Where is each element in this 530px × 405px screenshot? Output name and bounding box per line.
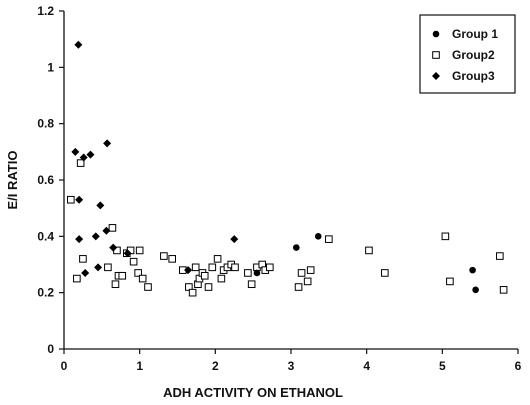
data-point — [75, 235, 84, 244]
series-group2 — [67, 159, 508, 297]
data-point — [103, 139, 112, 148]
legend-label: Group2 — [452, 48, 495, 62]
data-point — [472, 286, 479, 294]
data-point — [160, 252, 168, 260]
data-point — [129, 257, 138, 266]
data-point — [292, 244, 300, 251]
x-tick-label: 1 — [136, 359, 143, 373]
x-tick-label: 5 — [439, 359, 446, 373]
legend-marker — [432, 72, 440, 80]
data-point — [79, 153, 88, 162]
y-tick-label: 0 — [47, 342, 54, 356]
legend-marker — [432, 51, 440, 59]
data-point — [118, 271, 127, 280]
data-point — [496, 252, 504, 260]
data-point — [266, 263, 274, 272]
data-point — [213, 255, 222, 263]
data-point — [74, 40, 83, 49]
data-point — [81, 268, 90, 277]
data-point — [75, 195, 84, 204]
data-point — [325, 235, 333, 243]
data-point — [208, 263, 217, 272]
data-point — [469, 266, 476, 274]
data-point — [94, 263, 103, 272]
data-point — [297, 269, 306, 277]
data-point — [134, 269, 142, 277]
data-point — [135, 246, 144, 255]
x-ticks: 0 1 2 3 4 5 6 — [61, 349, 522, 373]
data-point — [230, 235, 239, 244]
data-point — [253, 269, 261, 277]
data-point — [446, 277, 454, 286]
data-point — [67, 195, 75, 204]
data-point — [111, 280, 120, 289]
data-point — [109, 243, 118, 252]
legend: Group 1 Group2 Group3 — [419, 14, 516, 94]
x-tick-label: 2 — [212, 359, 219, 373]
x-tick-label: 0 — [61, 359, 68, 373]
data-point — [499, 286, 508, 294]
data-point — [204, 283, 213, 291]
data-point — [191, 263, 200, 272]
data-point — [104, 263, 112, 272]
y-tick-label: 1 — [47, 60, 54, 74]
data-point — [79, 255, 87, 263]
data-point — [294, 283, 303, 291]
data-point — [381, 269, 389, 277]
y-tick-label: 0.2 — [37, 286, 54, 300]
series-group3 — [71, 40, 239, 277]
data-point — [144, 283, 152, 291]
y-tick-label: 0.6 — [37, 173, 54, 187]
data-point — [76, 159, 85, 167]
legend-label: Group 1 — [452, 27, 498, 41]
data-point — [123, 249, 132, 258]
x-tick-label: 4 — [363, 359, 370, 373]
data-point — [314, 233, 322, 240]
x-tick-label: 6 — [515, 359, 522, 373]
data-point — [96, 201, 105, 210]
legend-label: Group3 — [452, 69, 495, 83]
data-point — [303, 277, 312, 286]
legend-marker — [432, 30, 440, 38]
data-point — [200, 271, 209, 280]
data-point — [188, 288, 197, 297]
data-point — [184, 266, 193, 275]
x-tick-label: 3 — [288, 359, 295, 373]
data-point — [244, 269, 252, 277]
y-ticks: 0 0.2 0.4 0.6 0.8 1 1.2 — [37, 4, 64, 356]
y-tick-label: 0.4 — [37, 229, 54, 243]
data-point — [365, 246, 373, 255]
data-point — [91, 232, 100, 241]
legend-items: Group 1 Group2 Group3 — [432, 27, 498, 83]
data-point — [247, 280, 256, 289]
data-point — [138, 274, 147, 283]
data-point — [168, 255, 177, 263]
data-point — [217, 274, 226, 283]
data-point — [71, 147, 80, 156]
data-points — [67, 40, 508, 297]
data-point — [86, 150, 95, 159]
y-axis-title: E/I RATIO — [5, 151, 20, 210]
data-point — [441, 232, 450, 241]
y-tick-label: 0.8 — [37, 117, 54, 131]
data-point — [102, 226, 111, 235]
data-point — [108, 224, 117, 232]
legend-box — [419, 14, 516, 94]
series-group-1 — [253, 233, 479, 294]
data-point — [73, 274, 81, 283]
data-point — [231, 263, 239, 272]
x-axis-title: ADH ACTIVITY ON ETHANOL — [163, 385, 343, 400]
data-point — [306, 266, 315, 274]
y-tick-label: 1.2 — [37, 4, 54, 18]
